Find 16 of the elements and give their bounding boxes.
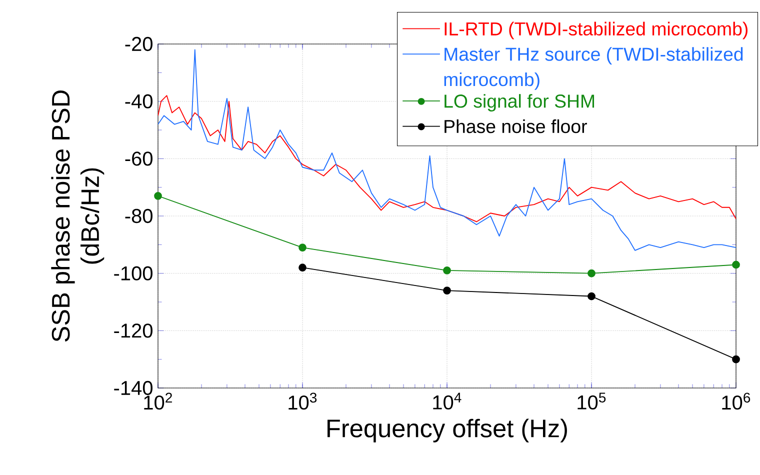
x-tick-label: 10$^{5}$ — [578, 392, 606, 410]
x-tick-label: 10$^{6}$ — [722, 392, 750, 410]
x-tick-label: 10$^{4}$ — [433, 392, 462, 410]
y-tick-label: -100 — [114, 266, 152, 280]
legend-label: Phase noise floor — [444, 119, 587, 134]
legend-label: LO signal for SHM — [444, 94, 594, 112]
y-axis-title: SSB phase noise PSD (dBc/Hz) — [51, 90, 104, 342]
y-tick-label: -120 — [114, 324, 152, 338]
y-tick-label: -40 — [125, 94, 152, 108]
x-tick-label: 10$^{3}$ — [288, 392, 317, 410]
y-tick-label: -60 — [125, 152, 152, 166]
y-tick-label: -80 — [125, 208, 152, 224]
text: Master THz source (TWDI-stabilized microcomb) — [444, 47, 743, 90]
x-axis-title: Frequency offset (Hz) — [328, 418, 567, 442]
legend-label: IL-RTD (TWDI-stabilized microcomb) — [444, 22, 748, 40]
y-tick-label: -20 — [125, 36, 152, 52]
